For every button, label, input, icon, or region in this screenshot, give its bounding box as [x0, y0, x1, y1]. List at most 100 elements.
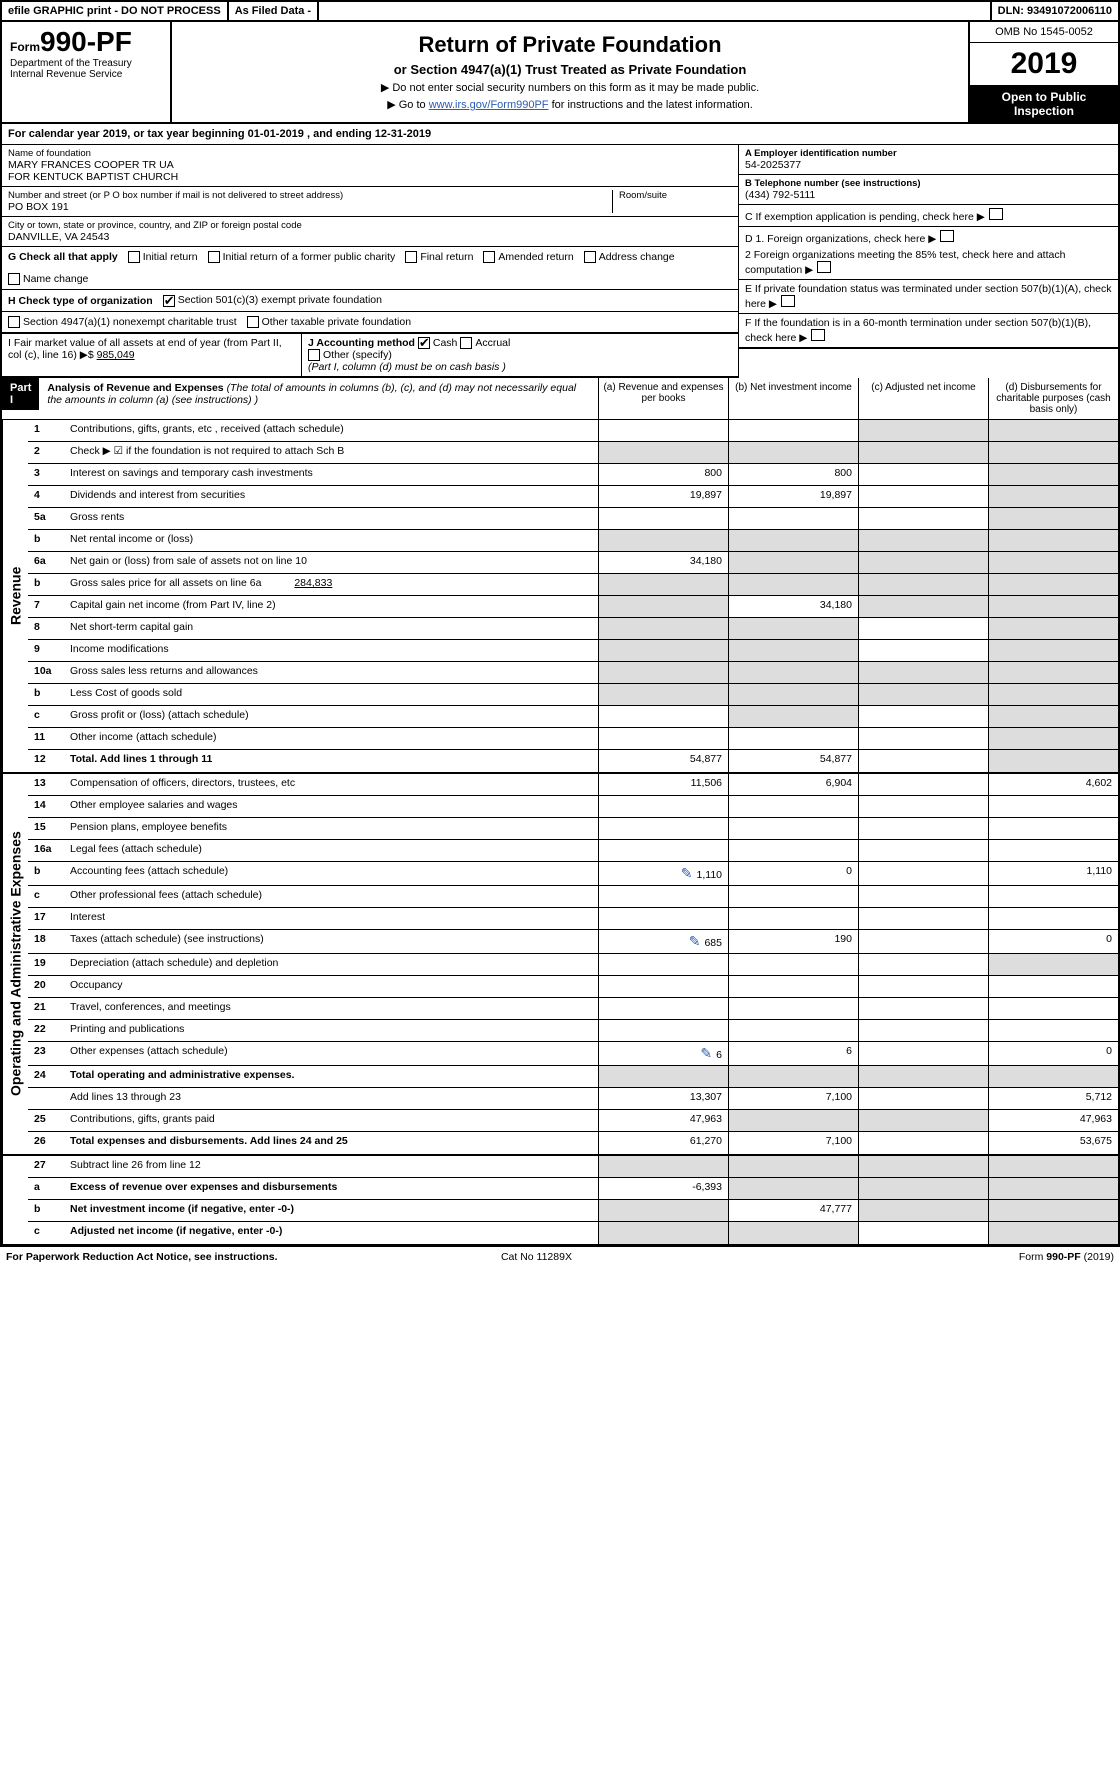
line-16b-b: 0	[728, 862, 858, 885]
line-27c: cAdjusted net income (if negative, enter…	[28, 1222, 1118, 1244]
d1-checkbox[interactable]	[940, 230, 954, 242]
line-16b-desc: Accounting fees (attach schedule)	[64, 862, 598, 885]
line-16b: bAccounting fees (attach schedule)✎1,110…	[28, 862, 1118, 886]
i-cell: I Fair market value of all assets at end…	[2, 334, 302, 376]
attach-icon-18[interactable]: ✎	[689, 933, 701, 949]
fmv-value: 985,049	[97, 349, 135, 361]
line-24: 24Total operating and administrative exp…	[28, 1066, 1118, 1088]
line-25-desc: Contributions, gifts, grants paid	[64, 1110, 598, 1131]
city-val: DANVILLE, VA 24543	[8, 231, 732, 243]
j-accrual: Accrual	[475, 337, 510, 349]
line-7-b: 34,180	[728, 596, 858, 617]
form-subtitle: or Section 4947(a)(1) Trust Treated as P…	[182, 62, 958, 77]
line-9: 9Income modifications	[28, 640, 1118, 662]
col-d-head: (d) Disbursements for charitable purpose…	[988, 378, 1118, 419]
instr-1: ▶ Do not enter social security numbers o…	[182, 81, 958, 94]
summary-table: 27Subtract line 26 from line 12 aExcess …	[0, 1156, 1120, 1246]
e-label: E If private foundation status was termi…	[745, 283, 1112, 310]
line-10c-desc: Gross profit or (loss) (attach schedule)	[64, 706, 598, 727]
cb-other-taxable[interactable]	[247, 316, 259, 328]
cb-amended-return[interactable]	[483, 251, 495, 263]
line-10c: cGross profit or (loss) (attach schedule…	[28, 706, 1118, 728]
part1-title: Analysis of Revenue and Expenses	[47, 382, 223, 394]
revenue-vlabel: Revenue	[2, 420, 28, 772]
line-11-desc: Other income (attach schedule)	[64, 728, 598, 749]
line-14-desc: Other employee salaries and wages	[64, 796, 598, 817]
cb-final-return[interactable]	[405, 251, 417, 263]
f-checkbox[interactable]	[811, 329, 825, 341]
room-label: Room/suite	[619, 190, 732, 201]
attach-icon-16b[interactable]: ✎	[681, 865, 693, 881]
line-16a-desc: Legal fees (attach schedule)	[64, 840, 598, 861]
cb-cash[interactable]	[418, 337, 430, 349]
city-row: City or town, state or province, country…	[2, 217, 738, 247]
cb-name-change[interactable]	[8, 273, 20, 285]
line-25: 25Contributions, gifts, grants paid47,96…	[28, 1110, 1118, 1132]
irs-link[interactable]: www.irs.gov/Form990PF	[429, 99, 549, 111]
part1-desc-col: Part I Analysis of Revenue and Expenses …	[2, 378, 598, 419]
c-checkbox[interactable]	[989, 208, 1003, 220]
cb-4947[interactable]	[8, 316, 20, 328]
line-4-b: 19,897	[728, 486, 858, 507]
omb-cell: OMB No 1545-0052 2019 Open to Public Ins…	[968, 22, 1118, 122]
form-title: Return of Private Foundation	[182, 32, 958, 58]
efile-notice: efile GRAPHIC print - DO NOT PROCESS	[2, 2, 229, 20]
line-15-desc: Pension plans, employee benefits	[64, 818, 598, 839]
line-12: 12Total. Add lines 1 through 1154,87754,…	[28, 750, 1118, 772]
line-6b-inline: 284,833	[294, 577, 332, 589]
footer-mid: Cat No 11289X	[501, 1251, 572, 1263]
line-5b-desc: Net rental income or (loss)	[64, 530, 598, 551]
i-label: I Fair market value of all assets at end…	[8, 337, 282, 361]
line-27b-desc: Net investment income (if negative, ente…	[64, 1200, 598, 1221]
instr-2: ▶ Go to www.irs.gov/Form990PF for instru…	[182, 98, 958, 111]
part1-bar-wrap: Part I	[2, 378, 39, 419]
line-25-a: 47,963	[598, 1110, 728, 1131]
line-13-desc: Compensation of officers, directors, tru…	[64, 774, 598, 795]
cb-initial-former[interactable]	[208, 251, 220, 263]
line-10b: bLess Cost of goods sold	[28, 684, 1118, 706]
line-24-desc: Total operating and administrative expen…	[64, 1066, 598, 1087]
e-row: E If private foundation status was termi…	[739, 280, 1118, 314]
line-18-a-val: 685	[704, 937, 722, 949]
line-16c: cOther professional fees (attach schedul…	[28, 886, 1118, 908]
line-5a-desc: Gross rents	[64, 508, 598, 529]
street-val: PO BOX 191	[8, 201, 612, 213]
line-27a-desc: Excess of revenue over expenses and disb…	[64, 1178, 598, 1199]
line-12-desc: Total. Add lines 1 through 11	[64, 750, 598, 772]
line-18: 18Taxes (attach schedule) (see instructi…	[28, 930, 1118, 954]
cb-address-change[interactable]	[584, 251, 596, 263]
line-6b: bGross sales price for all assets on lin…	[28, 574, 1118, 596]
line-6a: 6aNet gain or (loss) from sale of assets…	[28, 552, 1118, 574]
e-checkbox[interactable]	[781, 295, 795, 307]
j-note: (Part I, column (d) must be on cash basi…	[308, 361, 506, 373]
col-b-head: (b) Net investment income	[728, 378, 858, 419]
expenses-vlabel: Operating and Administrative Expenses	[2, 774, 28, 1154]
cb-accrual[interactable]	[460, 337, 472, 349]
part1-header: Part I Analysis of Revenue and Expenses …	[0, 378, 1120, 420]
line-23-a: ✎6	[598, 1042, 728, 1065]
expenses-table: Operating and Administrative Expenses 13…	[0, 774, 1120, 1156]
cb-501c3[interactable]	[163, 295, 175, 307]
instr2-pre: ▶ Go to	[387, 99, 428, 111]
cb-initial-return[interactable]	[128, 251, 140, 263]
line-3-a: 800	[598, 464, 728, 485]
line-23: 23Other expenses (attach schedule)✎660	[28, 1042, 1118, 1066]
part1-bar: Part I	[2, 378, 39, 410]
cb-other-method[interactable]	[308, 349, 320, 361]
line-18-b: 190	[728, 930, 858, 953]
part1-desc-text: Analysis of Revenue and Expenses (The to…	[39, 378, 598, 419]
form-no-text: 990-PF	[40, 26, 132, 57]
d2-checkbox[interactable]	[817, 261, 831, 273]
line-27-desc: Subtract line 26 from line 12	[64, 1156, 598, 1177]
line-16b-a: ✎1,110	[598, 862, 728, 885]
foundation-name2: FOR KENTUCK BAPTIST CHURCH	[8, 171, 732, 183]
line-27b: bNet investment income (if negative, ent…	[28, 1200, 1118, 1222]
line-4-a: 19,897	[598, 486, 728, 507]
expenses-body: 13Compensation of officers, directors, t…	[28, 774, 1118, 1154]
revenue-body: 1Contributions, gifts, grants, etc , rec…	[28, 420, 1118, 772]
attach-icon-23[interactable]: ✎	[700, 1045, 712, 1061]
line-27a-a: -6,393	[598, 1178, 728, 1199]
street-label: Number and street (or P O box number if …	[8, 190, 612, 201]
dept-line1: Department of the Treasury	[10, 58, 162, 69]
top-bar: efile GRAPHIC print - DO NOT PROCESS As …	[0, 0, 1120, 22]
